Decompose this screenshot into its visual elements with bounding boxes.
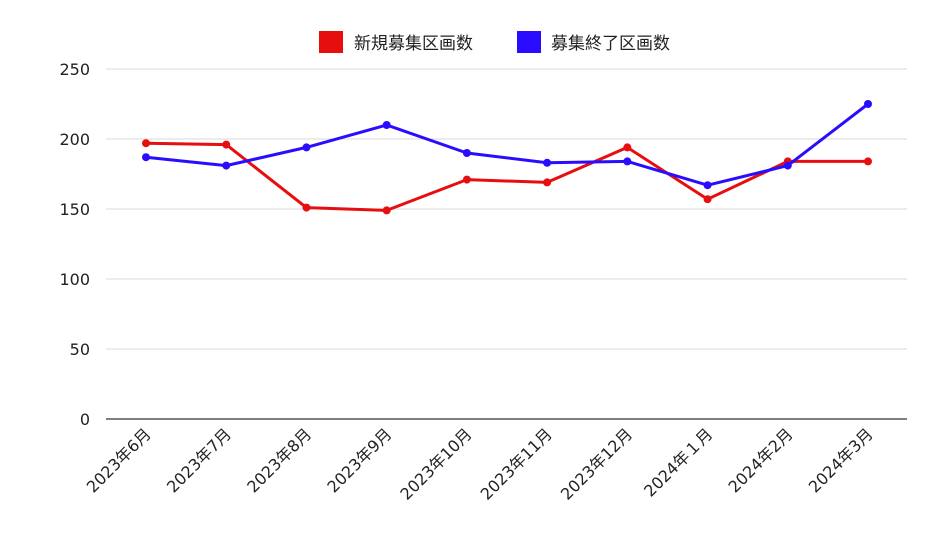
data-point bbox=[623, 143, 632, 152]
data-point bbox=[302, 143, 311, 152]
series-line-1 bbox=[144, 141, 870, 212]
legend-label: 新規募集区画数 bbox=[354, 34, 473, 54]
x-tick-label: 2023年8月 bbox=[243, 424, 315, 496]
data-point bbox=[142, 139, 150, 148]
data-point bbox=[864, 157, 872, 166]
x-tick-label: 2023年6月 bbox=[83, 424, 155, 496]
x-tick-label: 2023年12月 bbox=[557, 424, 636, 503]
x-tick-label: 2024年１月 bbox=[640, 424, 716, 500]
y-tick-label-150: 150 bbox=[59, 200, 90, 219]
data-point bbox=[462, 175, 471, 184]
data-point bbox=[222, 161, 231, 170]
data-point bbox=[864, 100, 872, 108]
data-point bbox=[783, 161, 792, 170]
gridlines bbox=[106, 68, 907, 350]
x-tick-label: 2024年3月 bbox=[805, 424, 877, 496]
y-tick-label-0: 0 bbox=[80, 410, 90, 429]
x-tick-label: 2023年11月 bbox=[477, 424, 556, 503]
x-tick-label: 2023年9月 bbox=[323, 424, 395, 496]
data-point bbox=[623, 157, 632, 166]
series-line-2 bbox=[144, 102, 870, 187]
data-point bbox=[302, 203, 311, 212]
series bbox=[142, 100, 872, 215]
legend[interactable]: 新規募集区画数 募集終了区画数 bbox=[319, 31, 670, 54]
data-point bbox=[543, 158, 552, 167]
legend-item-2[interactable]: 募集終了区画数 bbox=[517, 31, 670, 54]
legend-item-1[interactable]: 新規募集区画数 bbox=[319, 31, 473, 54]
data-point bbox=[703, 181, 712, 190]
y-tick-label-50: 50 bbox=[70, 340, 90, 359]
y-tick-label-200: 200 bbox=[59, 130, 90, 149]
legend-swatch bbox=[517, 31, 541, 53]
data-point bbox=[462, 149, 471, 157]
data-point bbox=[543, 178, 552, 187]
data-point bbox=[222, 140, 231, 149]
legend-label: 募集終了区画数 bbox=[551, 34, 670, 54]
legend-swatch bbox=[319, 31, 343, 53]
y-tick-label-250: 250 bbox=[59, 60, 90, 79]
data-point bbox=[382, 121, 391, 129]
x-tick-label: 2023年7月 bbox=[163, 424, 235, 496]
y-tick-label-100: 100 bbox=[59, 270, 90, 289]
data-point bbox=[382, 206, 391, 215]
x-tick-label: 2023年10月 bbox=[396, 424, 475, 503]
data-point bbox=[142, 153, 150, 162]
x-tick-label: 2024年2月 bbox=[725, 424, 797, 496]
data-point bbox=[703, 195, 712, 204]
